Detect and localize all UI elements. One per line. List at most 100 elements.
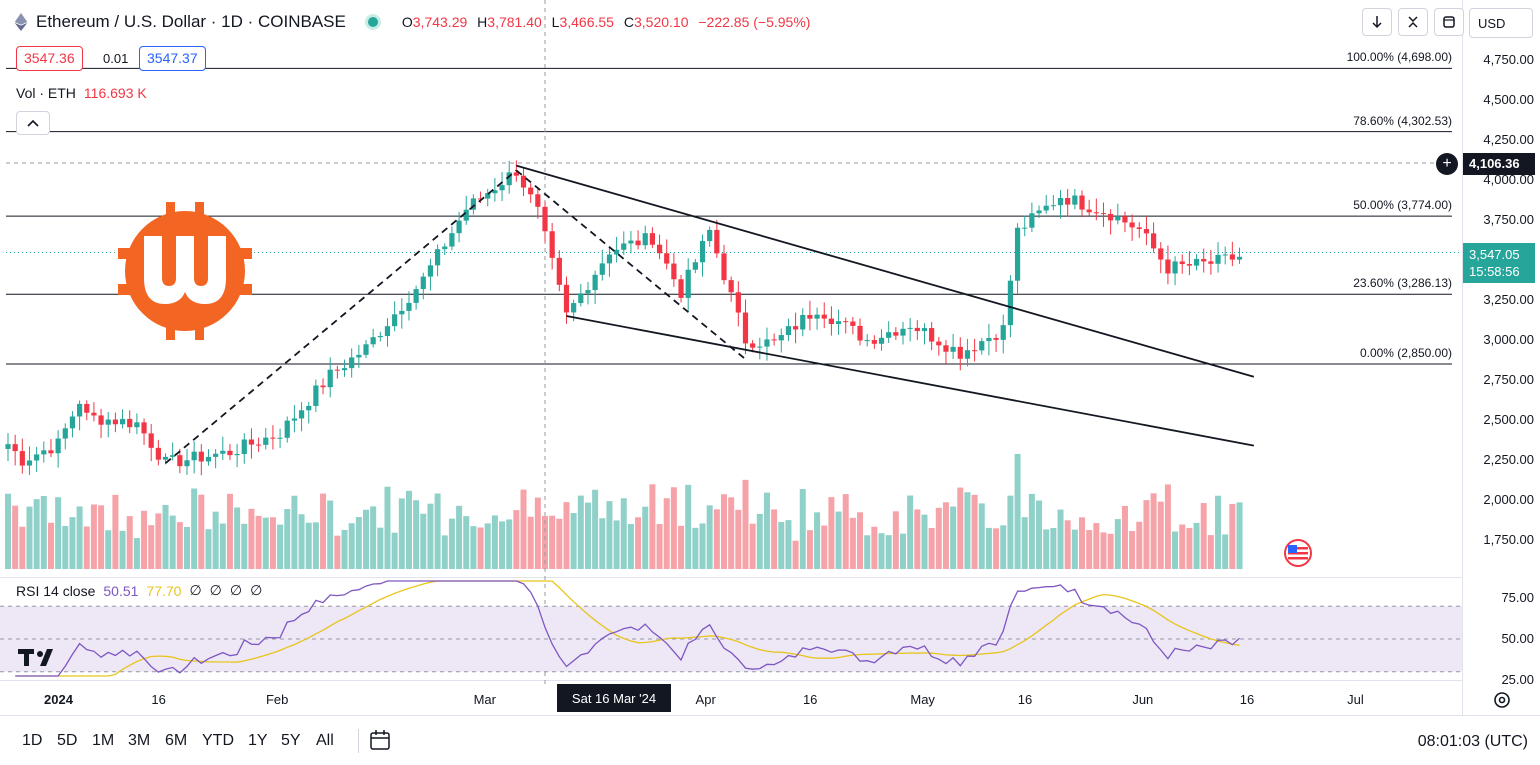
candle-body xyxy=(886,332,892,338)
time-tick-label: Jun xyxy=(1132,692,1154,707)
candle-body xyxy=(1136,227,1142,230)
price-tick-label: 3,250.00 xyxy=(1483,292,1534,307)
settings-icon[interactable] xyxy=(1492,690,1512,710)
collapse-button[interactable] xyxy=(1398,8,1428,36)
candle-body xyxy=(871,340,877,344)
arrow-down-icon xyxy=(1372,16,1382,29)
tradingview-logo[interactable] xyxy=(18,646,60,668)
candle-body xyxy=(442,246,448,250)
volume-bar xyxy=(320,493,327,569)
candle-body xyxy=(341,368,348,371)
volume-bar xyxy=(549,515,556,569)
volume-bar xyxy=(627,524,634,569)
candle-body xyxy=(556,257,562,285)
candle-body xyxy=(291,418,297,421)
candle-body xyxy=(857,325,863,341)
fib-level-label: 23.60% (3,286.13) xyxy=(1353,276,1452,291)
candle-body xyxy=(463,209,469,221)
volume-bar xyxy=(706,505,713,569)
volume-bar xyxy=(1014,453,1021,569)
candle-body xyxy=(499,185,505,191)
candle-body xyxy=(964,350,971,359)
candle-body xyxy=(535,194,541,207)
range-button-3m[interactable]: 3M xyxy=(128,732,151,749)
price-tick-label: 1,750.00 xyxy=(1483,532,1534,547)
fib-level-label: 50.00% (3,774.00) xyxy=(1353,198,1452,213)
volume-bar xyxy=(176,522,183,569)
volume-bar xyxy=(90,504,97,569)
volume-bar xyxy=(391,532,398,569)
plus-icon[interactable]: + xyxy=(1436,153,1458,175)
compare-icon[interactable] xyxy=(368,728,392,752)
screenshot-button[interactable] xyxy=(1434,8,1464,36)
volume-bar xyxy=(484,523,491,569)
candle-body xyxy=(427,265,434,277)
candle-body xyxy=(642,233,648,246)
candle-body xyxy=(248,439,255,445)
volume-bar xyxy=(47,522,54,569)
candle-body xyxy=(456,220,462,234)
volume-bar xyxy=(613,520,620,569)
candle-body xyxy=(542,206,548,232)
candle-body xyxy=(313,385,319,406)
volume-bar xyxy=(470,526,477,569)
rsi-ma-line xyxy=(15,580,1240,677)
volume-bar xyxy=(341,529,348,569)
volume-bar xyxy=(1071,529,1078,569)
volume-bar xyxy=(298,514,305,569)
range-button-1y[interactable]: 1Y xyxy=(248,732,268,749)
candle-body xyxy=(1158,248,1164,260)
range-button-5d[interactable]: 5D xyxy=(57,732,78,749)
volume-bar xyxy=(1193,522,1200,569)
currency-select[interactable]: USD xyxy=(1469,8,1533,38)
range-button-ytd[interactable]: YTD xyxy=(202,732,234,749)
utc-clock[interactable]: 08:01:03 (UTC) xyxy=(1417,733,1528,750)
candle-body xyxy=(384,326,391,337)
volume-bar xyxy=(69,517,76,569)
arrow-down-button[interactable] xyxy=(1362,8,1392,36)
candle-body xyxy=(1165,259,1171,274)
candle-body xyxy=(1115,216,1121,221)
buy-price-button[interactable]: 3547.37 xyxy=(139,46,206,71)
volume-bar xyxy=(878,533,885,569)
range-button-1m[interactable]: 1M xyxy=(92,732,115,749)
volume-bar xyxy=(885,535,892,569)
candle-body xyxy=(420,276,426,290)
trendline xyxy=(566,315,1255,447)
candle-body xyxy=(91,412,97,416)
volume-bar xyxy=(62,525,69,569)
candle-body xyxy=(1093,212,1099,214)
candle-body xyxy=(1201,258,1207,262)
volume-bar xyxy=(40,496,47,569)
volume-bar xyxy=(1207,535,1214,569)
candle-body xyxy=(578,293,584,304)
collapse-legend-button[interactable] xyxy=(16,111,50,135)
range-button-6m[interactable]: 6M xyxy=(165,732,188,749)
volume-bar xyxy=(413,500,420,569)
candle-body xyxy=(1086,209,1092,213)
range-button-all[interactable]: All xyxy=(316,732,334,749)
candle-body xyxy=(62,428,68,439)
candle-body xyxy=(828,318,834,325)
volume-bar xyxy=(1136,521,1143,569)
candle-body xyxy=(363,344,369,355)
candle-body xyxy=(585,290,591,294)
price-tick-label: 2,250.00 xyxy=(1483,452,1534,467)
range-button-1d[interactable]: 1D xyxy=(22,732,43,749)
volume-bar xyxy=(1229,503,1236,569)
volume-bar xyxy=(1086,530,1093,569)
candle-body xyxy=(821,314,827,319)
volume-bar xyxy=(456,505,463,569)
candle-body xyxy=(1100,213,1107,215)
volume-series xyxy=(5,453,1243,569)
time-tick-label: 16 xyxy=(151,692,166,707)
toolbar-divider xyxy=(358,729,359,753)
price-tick-label: 3,750.00 xyxy=(1483,212,1534,227)
volume-bar xyxy=(219,523,226,569)
volume-bar xyxy=(563,502,570,569)
flag-icon[interactable] xyxy=(1283,538,1313,568)
candle-body xyxy=(1079,195,1085,210)
range-button-5y[interactable]: 5Y xyxy=(281,732,301,749)
sell-price-button[interactable]: 3547.36 xyxy=(16,46,83,71)
